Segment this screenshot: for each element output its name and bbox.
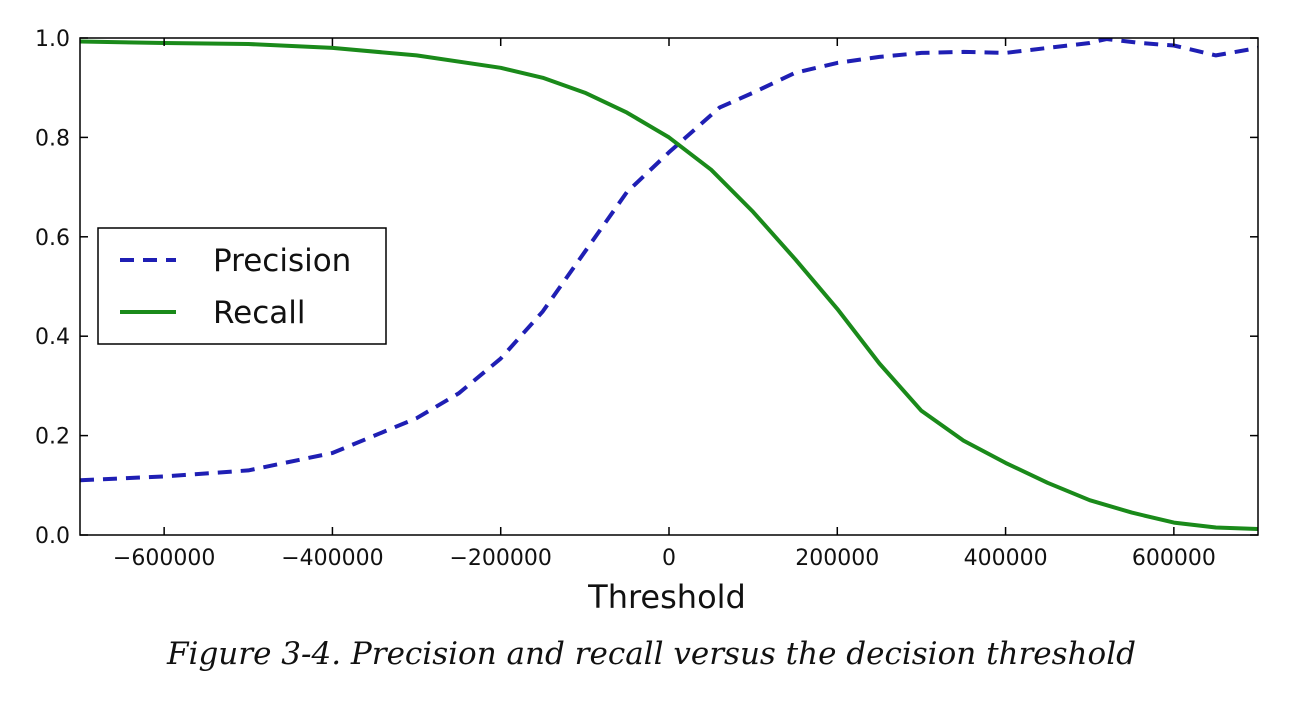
series-line-recall	[80, 39, 1258, 531]
y-tick-label: 0.6	[35, 226, 70, 251]
x-tick-label: −200000	[450, 546, 552, 571]
figure-caption: Figure 3-4. Precision and recall versus …	[167, 636, 1136, 672]
y-tick-label: 0.4	[35, 325, 70, 350]
plot-area	[80, 38, 1258, 531]
x-tick-label: 0	[662, 546, 676, 571]
x-tick-label: −400000	[281, 546, 383, 571]
axes: −600000 −400000 −200000 0 200000 400000 600000…	[35, 27, 1259, 616]
x-tick-label: 200000	[795, 546, 879, 571]
legend-box	[97, 227, 387, 345]
y-tick-label: 0.0	[35, 524, 70, 549]
y-tick-label: 1.0	[35, 27, 70, 52]
legend: Precision Recall	[97, 227, 387, 345]
x-tick-label: 600000	[1132, 546, 1216, 571]
x-axis-title: Threshold	[587, 578, 746, 616]
legend-label-precision: Precision	[213, 243, 351, 279]
precision-recall-chart: −600000 −400000 −200000 0 200000 400000 600000…	[35, 27, 1259, 616]
legend-label-recall: Recall	[213, 295, 306, 331]
x-tick-label: −600000	[113, 546, 215, 571]
y-tick-label: 0.8	[35, 126, 70, 151]
x-tick-label: 400000	[964, 546, 1048, 571]
y-tick-label: 0.2	[35, 425, 70, 450]
series-line-precision	[80, 38, 1258, 483]
